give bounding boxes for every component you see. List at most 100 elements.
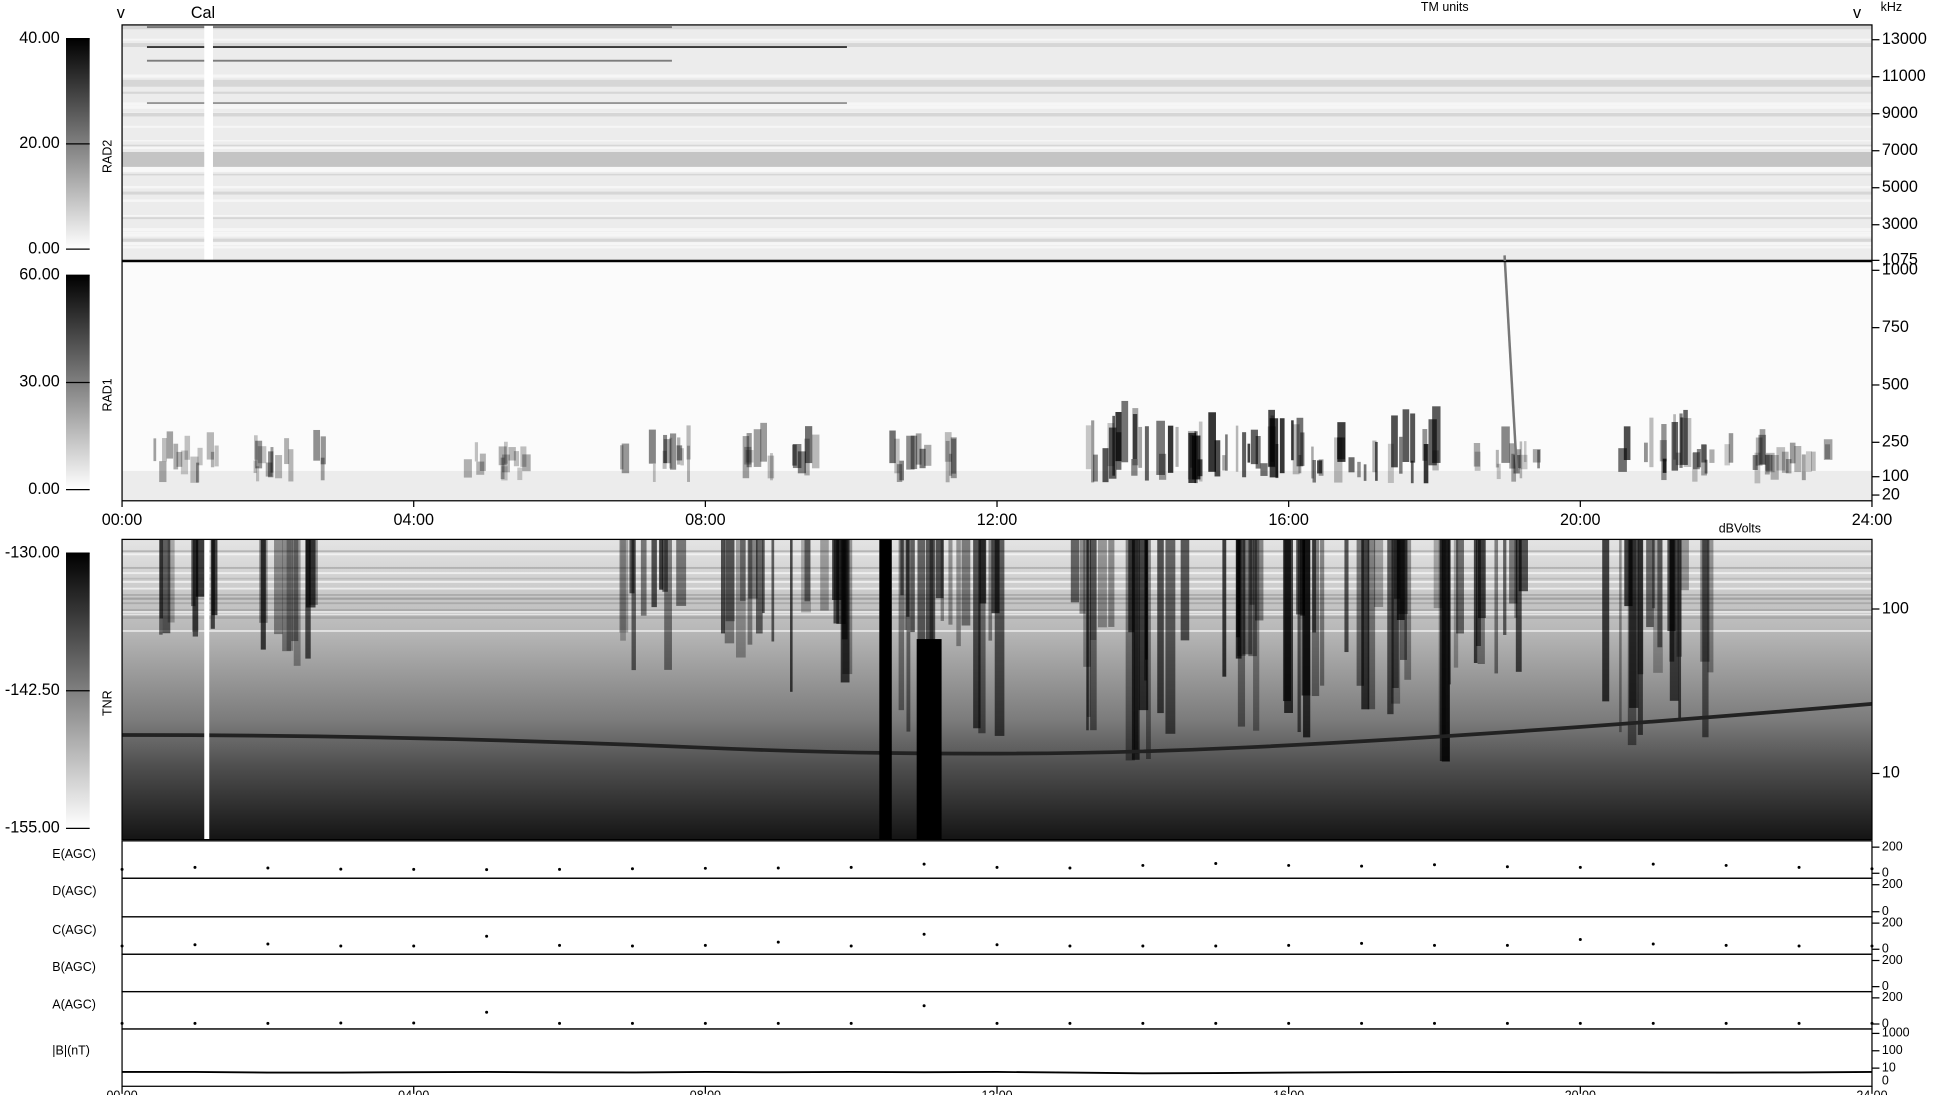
data-point bbox=[1287, 863, 1291, 867]
spectrogram-band bbox=[122, 80, 1872, 85]
spectrogram-band bbox=[122, 102, 1872, 105]
spectrogram-blob bbox=[1675, 452, 1681, 466]
data-point bbox=[266, 1021, 270, 1025]
spectrogram-blob bbox=[1627, 539, 1637, 746]
spectrogram-blob bbox=[1312, 460, 1316, 483]
spectrogram-blob bbox=[159, 539, 163, 635]
spectrogram-blob bbox=[1079, 539, 1086, 614]
x-tick-label: 04:00 bbox=[398, 1089, 429, 1095]
spectrogram-blob bbox=[1432, 406, 1441, 463]
spectrogram-band bbox=[122, 38, 1872, 41]
spectrogram-blob bbox=[1247, 443, 1251, 463]
spectrogram-blob bbox=[725, 539, 735, 622]
spectrogram-blob bbox=[994, 539, 1005, 736]
spectrogram-blob bbox=[1410, 413, 1416, 463]
spectrogram-blob bbox=[1312, 539, 1317, 633]
spectrogram-blob bbox=[1473, 442, 1481, 467]
data-point bbox=[1068, 944, 1072, 948]
spectrogram-band bbox=[122, 217, 1872, 220]
spectrogram-blob bbox=[210, 451, 215, 468]
spectrogram-blob bbox=[917, 539, 926, 716]
x-tick-label: 20:00 bbox=[1565, 1089, 1596, 1095]
data-point bbox=[1870, 944, 1874, 948]
spectrogram-band bbox=[122, 27, 1872, 30]
data-point bbox=[1578, 1021, 1582, 1025]
spectrogram-blob bbox=[894, 438, 900, 474]
spectrogram-blob bbox=[517, 467, 523, 481]
spectrogram-blob bbox=[463, 459, 472, 478]
data-point bbox=[995, 1021, 999, 1025]
spectrogram-blob bbox=[195, 462, 200, 483]
spectrogram-blob bbox=[792, 444, 797, 466]
spectrogram-blob bbox=[1090, 539, 1097, 731]
spectrogram-blob bbox=[1776, 447, 1786, 471]
data-point bbox=[193, 1021, 197, 1025]
y-tick-label: 5000 bbox=[1882, 178, 1918, 196]
spectrogram-blob bbox=[1138, 539, 1149, 711]
spectrogram-band bbox=[122, 74, 1872, 78]
spectrogram-blob bbox=[162, 539, 171, 634]
x-tick-label: 12:00 bbox=[977, 511, 1018, 529]
spectrogram-blob bbox=[898, 539, 905, 711]
spectrogram-blob bbox=[1387, 443, 1394, 483]
data-point bbox=[995, 865, 999, 869]
spectrogram-blob bbox=[1515, 539, 1522, 672]
y-tick-label: 1000 bbox=[1882, 261, 1918, 279]
spectrogram-blob bbox=[1348, 457, 1355, 473]
x-tick-label: 24:00 bbox=[1856, 1089, 1887, 1095]
spectrogram-blob bbox=[1144, 426, 1149, 481]
spectrogram-blob bbox=[1083, 539, 1091, 667]
spectrogram-blob bbox=[1296, 539, 1306, 615]
spectrogram-blob bbox=[1653, 539, 1663, 673]
spectrogram-blob bbox=[1222, 539, 1227, 677]
spectrogram-band bbox=[122, 144, 1872, 148]
spectrogram-blob bbox=[1112, 415, 1116, 476]
data-point bbox=[1432, 863, 1436, 867]
spectrogram-blob bbox=[944, 432, 952, 462]
colorbar-label: RAD2 bbox=[101, 140, 115, 173]
spectrogram-blob bbox=[1086, 539, 1091, 717]
spectrogram-blob bbox=[1503, 539, 1507, 635]
spectrogram-blob bbox=[747, 539, 753, 645]
spectrogram-blob bbox=[1496, 463, 1501, 480]
spectrogram-blob bbox=[1752, 455, 1758, 470]
spectrogram-blob bbox=[476, 461, 485, 475]
data-point bbox=[485, 868, 489, 872]
spectrogram-blob bbox=[1214, 440, 1221, 477]
data-point bbox=[1287, 1021, 1291, 1025]
spectrogram-blob bbox=[500, 457, 505, 480]
spectrogram-blob bbox=[662, 539, 668, 592]
data-point bbox=[1651, 1021, 1655, 1025]
spectrogram-band bbox=[122, 231, 1872, 234]
spectrogram-blob bbox=[1373, 539, 1384, 608]
spectrogram-blob bbox=[255, 440, 263, 469]
spectrogram-blob bbox=[771, 539, 775, 642]
spectrogram-blob bbox=[767, 455, 775, 479]
spectrogram-blob bbox=[513, 451, 520, 467]
data-point bbox=[266, 866, 270, 870]
spectrogram-blob bbox=[1392, 539, 1399, 688]
spectrogram-blob bbox=[841, 539, 848, 640]
data-point bbox=[339, 1021, 343, 1025]
spectrogram-blob bbox=[1680, 417, 1684, 465]
spectrogram-blob bbox=[1602, 539, 1610, 702]
spectrogram-blob bbox=[742, 436, 750, 479]
x-tick-label: 08:00 bbox=[690, 1089, 721, 1095]
data-point bbox=[1870, 867, 1874, 871]
spectrogram-blob bbox=[1629, 539, 1639, 708]
data-point bbox=[1578, 865, 1582, 869]
spectrogram-blob bbox=[1242, 432, 1247, 478]
y-axis-label: B(AGC) bbox=[52, 960, 96, 974]
unit-label: TM units bbox=[1421, 0, 1469, 14]
spectrogram-blob bbox=[663, 439, 671, 464]
spectrogram-image bbox=[122, 255, 1872, 501]
spectrogram-blob bbox=[1156, 420, 1165, 475]
spectrogram-band bbox=[122, 151, 1872, 167]
data-point bbox=[1724, 863, 1728, 867]
spectrogram-blob bbox=[274, 539, 283, 635]
spectrogram-blob bbox=[1662, 458, 1667, 473]
spectrogram-blob bbox=[1439, 539, 1450, 762]
data-point bbox=[266, 942, 270, 946]
colorbar-tick-label: -155.00 bbox=[5, 819, 60, 837]
spectrogram-band bbox=[122, 173, 1872, 176]
